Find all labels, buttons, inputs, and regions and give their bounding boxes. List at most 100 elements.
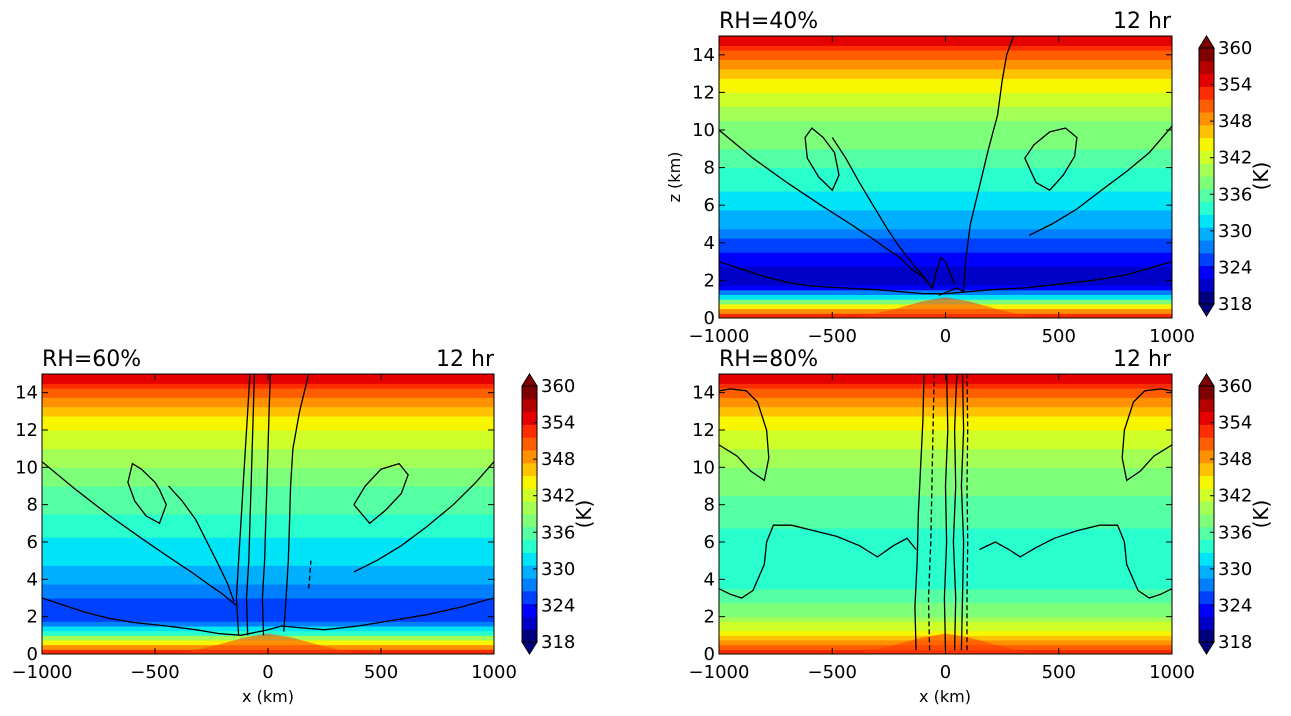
theta-band (42, 541, 494, 548)
theta-band (42, 560, 494, 566)
x-tick-label: −500 (808, 662, 857, 683)
x-tick-label: −500 (808, 326, 857, 347)
theta-band (719, 54, 1172, 60)
theta-band (42, 406, 494, 412)
theta-band (719, 134, 1172, 140)
theta-band (719, 536, 1172, 543)
theta-band (719, 261, 1172, 267)
theta-band (719, 415, 1172, 422)
colorbar-segment (1199, 386, 1214, 400)
y-tick-label: 6 (704, 532, 715, 553)
theta-band (719, 392, 1172, 398)
surface-plume (854, 297, 1037, 318)
colorbar-segment (1199, 501, 1214, 515)
colorbar-segment (1199, 629, 1214, 643)
theta-band (719, 120, 1172, 126)
theta-band (719, 153, 1172, 159)
theta-band (719, 91, 1172, 98)
theta-band (719, 185, 1172, 192)
colorbar-segment (1199, 590, 1214, 605)
theta-band (719, 284, 1172, 291)
theta-band (42, 420, 494, 426)
theta-band (719, 96, 1172, 103)
theta-band (719, 378, 1172, 384)
colorbar-segment (1199, 176, 1214, 190)
x-tick-label: 1000 (471, 662, 517, 683)
theta-band (719, 171, 1172, 178)
contours-rh40 (719, 36, 1172, 297)
contour-line (353, 461, 494, 573)
contour-line (938, 287, 964, 297)
theta-band (42, 485, 494, 492)
colorbar-segment (522, 386, 537, 400)
theta-band (719, 49, 1172, 56)
panel-time-rh60: 12 hr (436, 347, 495, 372)
colorbar-segment (1199, 578, 1214, 592)
colorbar-tick-label: 348 (1218, 111, 1252, 132)
contour-line (283, 374, 310, 632)
x-tick-label: −1000 (689, 326, 750, 347)
colorbar-segment (1199, 291, 1214, 305)
contour-line (831, 137, 933, 289)
y-tick-label: 10 (692, 120, 715, 141)
colorbar-tick-label: 360 (541, 376, 575, 397)
colorbar-tick-label: 330 (1218, 221, 1252, 242)
theta-band (42, 569, 494, 576)
theta-band (42, 522, 494, 529)
theta-band (42, 564, 494, 571)
contour-line (966, 374, 969, 651)
colorbar-segment (522, 450, 537, 464)
theta-band (719, 101, 1172, 107)
y-tick-label: 12 (15, 420, 38, 441)
colorbar-tick-label: 318 (541, 632, 575, 653)
theta-band (719, 279, 1172, 286)
colorbar-segment (1199, 137, 1214, 151)
theta-band (719, 40, 1172, 46)
colorbar-segment (1199, 73, 1214, 87)
theta-band (719, 228, 1172, 234)
theta-band (719, 457, 1172, 464)
y-tick-label: 6 (704, 195, 715, 216)
y-tick-label: 8 (704, 495, 715, 516)
contour-line (1029, 125, 1172, 236)
colorbar-label: (K) (572, 500, 596, 529)
theta-band (42, 602, 494, 608)
theta-band (719, 518, 1172, 524)
theta-band (719, 218, 1172, 225)
theta-band (719, 223, 1172, 230)
theta-band (719, 256, 1172, 263)
contour-line (353, 462, 409, 525)
colorbar-tick-label: 336 (541, 522, 575, 543)
colorbar-segment (1199, 214, 1214, 228)
y-tick-label: 0 (27, 644, 38, 665)
surface-plume (177, 633, 359, 654)
theta-band (719, 387, 1172, 394)
theta-band (719, 247, 1172, 253)
theta-band (42, 476, 494, 482)
y-tick-label: 8 (27, 495, 38, 516)
colorbar-segment (1199, 150, 1214, 164)
theta-band (719, 382, 1172, 389)
colorbar-bottom-right: 360 354 348 342 336 330 324 318 (K) (1198, 373, 1273, 655)
theta-band (719, 59, 1172, 65)
theta-band (42, 620, 494, 627)
colorbar-segment (1199, 86, 1214, 100)
theta-band (42, 550, 494, 557)
theta-band (42, 630, 494, 636)
theta-band (42, 392, 494, 398)
colorbar-segment (522, 424, 537, 438)
theta-band (719, 214, 1172, 220)
colorbar-segment (1199, 252, 1214, 267)
theta-band (719, 452, 1172, 459)
theta-band (719, 232, 1172, 239)
colorbar-segment (522, 603, 537, 617)
x-tick-label: 500 (1042, 662, 1076, 683)
colorbar-tick-label: 324 (541, 595, 575, 616)
colorbar-segment (522, 398, 537, 413)
contour-line (127, 462, 168, 525)
theta-band (719, 294, 1172, 300)
theta-band (719, 396, 1172, 403)
theta-band (719, 138, 1172, 145)
theta-band (719, 532, 1172, 538)
